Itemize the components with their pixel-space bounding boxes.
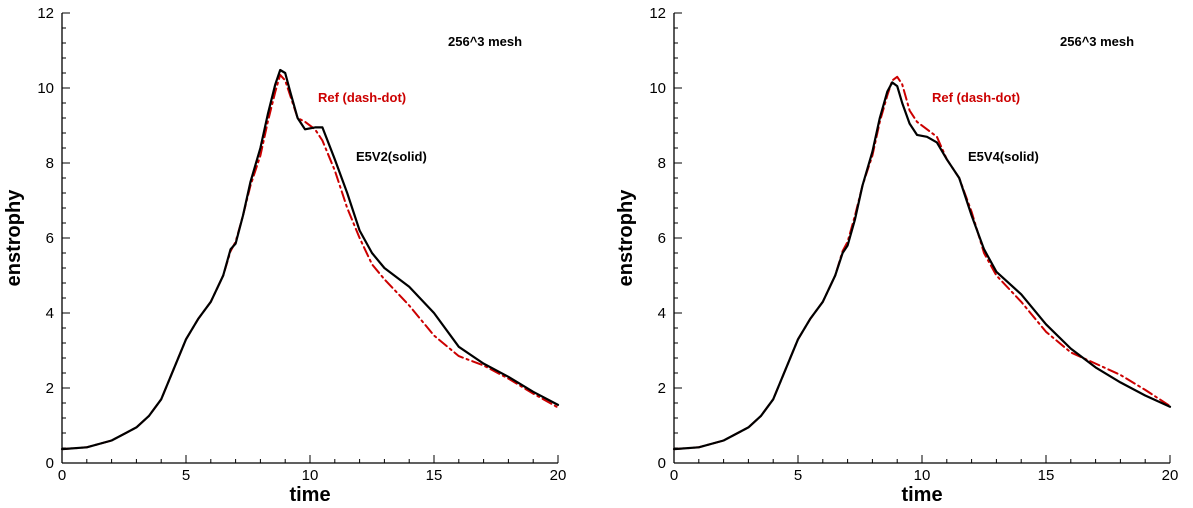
chart-annotation: Ref (dash-dot) <box>932 90 1020 105</box>
y-tick-label: 0 <box>46 455 54 472</box>
chart-annotation: Ref (dash-dot) <box>318 90 406 105</box>
y-tick-label: 0 <box>658 455 666 472</box>
chart-annotation: E5V4(solid) <box>968 149 1039 164</box>
series-line-ref <box>673 75 1171 451</box>
x-tick-label: 5 <box>794 467 802 484</box>
y-tick-label: 2 <box>658 380 666 397</box>
chart-panel-1: 0 5 10 15 20 0 2 4 6 8 10 12 time enstrophy 256^3 mesh… <box>3 5 566 506</box>
y-tick-label: 10 <box>649 80 666 97</box>
x-tick-label: 15 <box>426 467 443 484</box>
chart-annotation: 256^3 mesh <box>448 34 522 49</box>
y-tick-label: 10 <box>37 80 54 97</box>
x-tick-label: 10 <box>302 467 319 484</box>
chart-annotation: E5V2(solid) <box>356 149 427 164</box>
y-tick-label: 12 <box>37 5 54 22</box>
y-axis-title: enstrophy <box>615 189 637 287</box>
x-tick-label: 20 <box>550 467 567 484</box>
series-line-ref <box>61 73 559 451</box>
chart-annotation: 256^3 mesh <box>1060 34 1134 49</box>
x-axis-title: time <box>289 484 330 506</box>
x-tick-label: 20 <box>1162 467 1179 484</box>
y-tick-label: 8 <box>658 155 666 172</box>
x-tick-label: 5 <box>182 467 190 484</box>
y-tick-label: 4 <box>46 305 54 322</box>
y-axis-title: enstrophy <box>3 189 25 287</box>
x-tick-label: 0 <box>58 467 66 484</box>
y-tick-label: 8 <box>46 155 54 172</box>
series-line-e5v2 <box>60 68 560 451</box>
x-tick-label: 10 <box>914 467 931 484</box>
y-tick-label: 6 <box>658 230 666 247</box>
chart-panel-2: 0 5 10 15 20 0 2 4 6 8 10 12 time enstrophy 256^3 mesh… <box>615 5 1178 506</box>
series-line-e5v4 <box>672 81 1172 451</box>
x-tick-label: 0 <box>670 467 678 484</box>
y-tick-label: 4 <box>658 305 666 322</box>
y-tick-label: 2 <box>46 380 54 397</box>
y-tick-label: 12 <box>649 5 666 22</box>
x-tick-label: 15 <box>1038 467 1055 484</box>
y-tick-label: 6 <box>46 230 54 247</box>
x-axis-title: time <box>901 484 942 506</box>
